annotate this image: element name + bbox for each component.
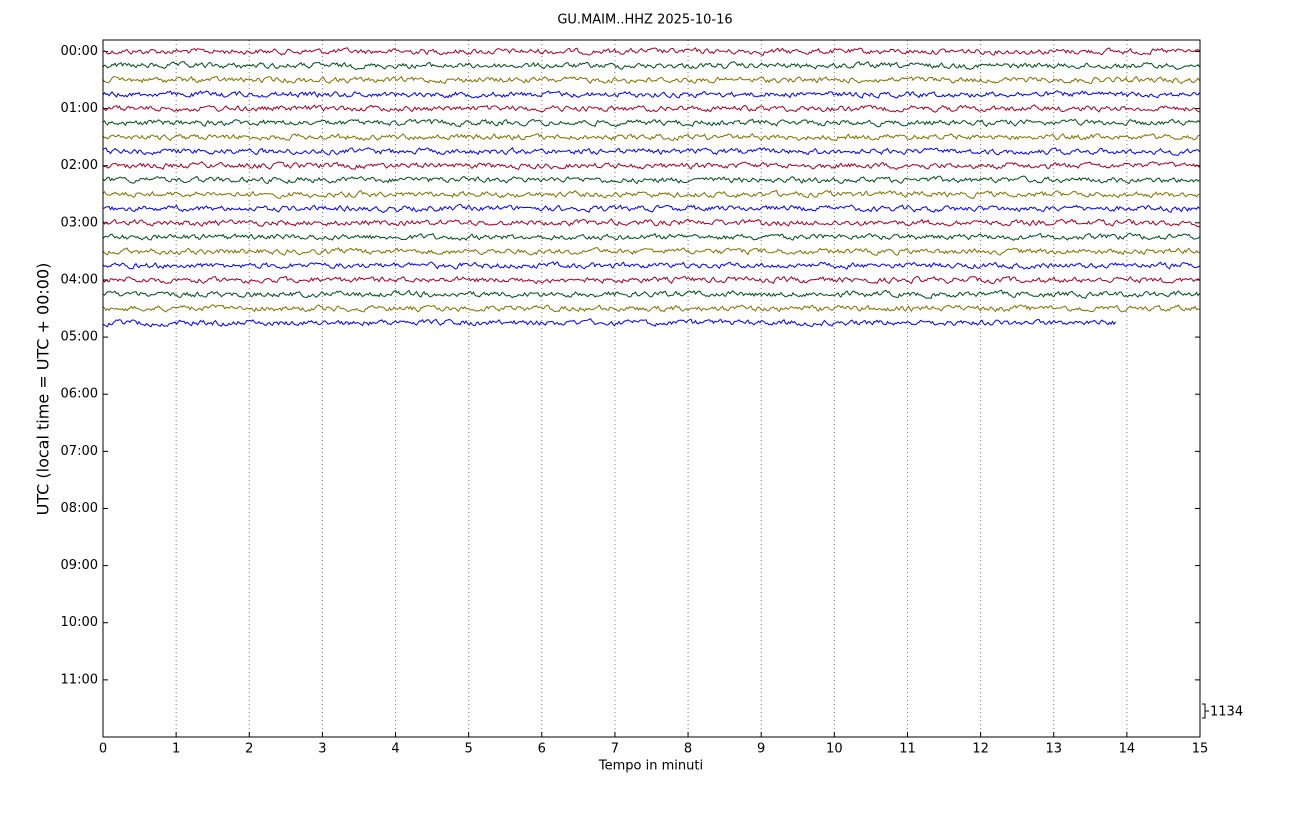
y-tick-label: 02:00 — [61, 158, 98, 173]
y-tick-label: 01:00 — [61, 101, 98, 116]
y-tick-label: 09:00 — [61, 558, 98, 573]
x-tick-label: 12 — [972, 742, 989, 757]
y-axis-label: UTC (local time = UTC + 00:00) — [34, 263, 53, 516]
x-tick-label: 15 — [1192, 742, 1209, 757]
trace — [102, 289, 1200, 299]
x-tick-label: 5 — [465, 742, 473, 757]
x-tick-label: 2 — [245, 742, 253, 757]
x-tick-label: 4 — [391, 742, 399, 757]
y-tick-label: 06:00 — [61, 387, 98, 402]
x-tick-label: 7 — [611, 742, 619, 757]
trace — [102, 146, 1200, 156]
trace — [102, 47, 1200, 57]
x-axis-label: Tempo in minuti — [598, 759, 703, 774]
y-tick-label: 05:00 — [61, 330, 98, 345]
trace — [102, 232, 1200, 242]
chart-title: GU.MAIM..HHZ 2025-10-16 — [557, 13, 732, 28]
trace — [102, 133, 1200, 142]
trace — [102, 203, 1200, 214]
trace — [102, 75, 1200, 85]
y-tick-label: 11:00 — [61, 672, 98, 687]
x-tick-label: 6 — [538, 742, 546, 757]
x-tick-label: 0 — [99, 742, 107, 757]
x-tick-label: 8 — [684, 742, 692, 757]
x-tick-label: 14 — [1119, 742, 1136, 757]
x-tick-label: 3 — [318, 742, 326, 757]
trace — [102, 218, 1200, 228]
trace — [102, 275, 1200, 285]
x-tick-label: 10 — [826, 742, 843, 757]
y-tick-label: 03:00 — [61, 215, 98, 230]
y-tick-label: 04:00 — [61, 272, 98, 287]
trace — [102, 189, 1200, 200]
y-tick-label: 10:00 — [61, 615, 98, 630]
x-tick-label: 11 — [899, 742, 916, 757]
scale-bracket — [1202, 703, 1209, 719]
plot-frame — [102, 39, 1201, 738]
y-tick-label: 00:00 — [61, 44, 98, 59]
scale-label: 1134 — [1210, 705, 1243, 720]
trace — [102, 175, 1200, 185]
x-tick-label: 1 — [172, 742, 180, 757]
x-tick-label: 9 — [757, 742, 765, 757]
trace — [102, 90, 1200, 99]
y-tick-label: 08:00 — [61, 501, 98, 516]
trace — [102, 318, 1116, 328]
trace — [102, 304, 1200, 313]
trace — [102, 261, 1200, 270]
y-tick-label: 07:00 — [61, 444, 98, 459]
trace — [102, 118, 1200, 128]
x-tick-label: 13 — [1045, 742, 1062, 757]
trace — [102, 247, 1200, 256]
trace — [102, 104, 1200, 113]
trace — [102, 161, 1200, 171]
trace — [102, 61, 1200, 71]
